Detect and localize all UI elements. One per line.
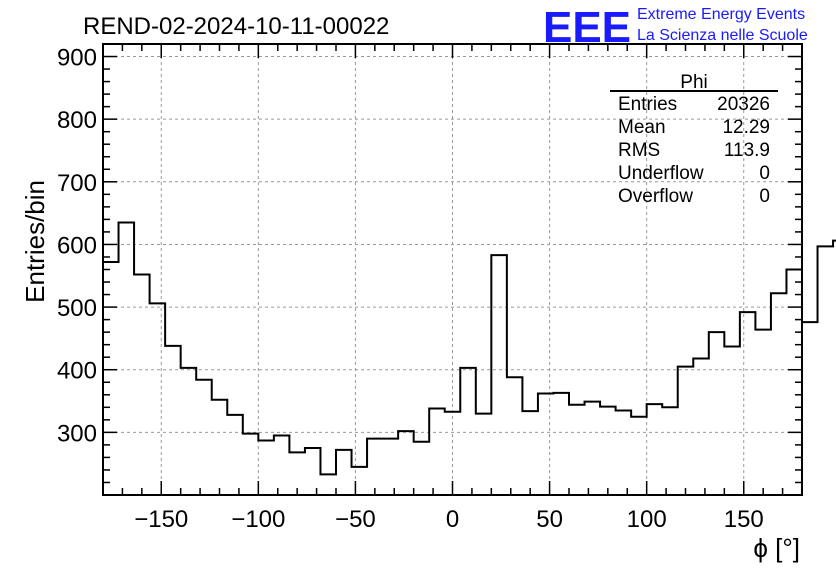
logo-line-1: Extreme Energy Events xyxy=(637,6,805,23)
x-tick-label: 0 xyxy=(446,506,459,533)
histogram-series xyxy=(102,221,836,495)
stats-row-value: 113.9 xyxy=(724,140,770,161)
stats-row-value: 12.29 xyxy=(722,117,770,138)
y-tick-label: 800 xyxy=(57,107,97,134)
y-tick-label: 400 xyxy=(57,358,97,385)
x-tick-label: −100 xyxy=(231,506,285,533)
y-axis-label: Entries/bin xyxy=(20,180,50,303)
x-tick-label: −50 xyxy=(335,506,376,533)
x-tick-label: 100 xyxy=(627,506,667,533)
y-tick-label: 700 xyxy=(57,170,97,197)
x-tick-label: 50 xyxy=(536,506,563,533)
x-tick-label: 150 xyxy=(724,506,764,533)
x-axis-label: ϕ [°] xyxy=(753,533,800,563)
y-tick-labels: 300 400 500 600 700 800 900 xyxy=(57,45,97,448)
eee-logo: EEE Extreme Energy Events La Scienza nel… xyxy=(543,3,808,52)
stats-row-value: 20326 xyxy=(717,94,770,115)
stats-row-label: Entries xyxy=(618,94,677,115)
y-tick-label: 600 xyxy=(57,232,97,259)
x-tick-labels: −150 −100 −50 0 50 100 150 xyxy=(134,506,764,533)
chart-title: REND-02-2024-10-11-00022 xyxy=(83,13,389,40)
stats-box: Phi Entries 20326 Mean 12.29 RMS 113.9 Underfl… xyxy=(610,72,778,207)
axis-ticks xyxy=(102,43,803,495)
y-tick-label: 900 xyxy=(57,45,97,72)
logo-line-2: La Scienza nelle Scuole xyxy=(637,27,808,44)
y-tick-label: 300 xyxy=(57,420,97,447)
y-tick-label: 500 xyxy=(57,295,97,322)
x-tick-label: −150 xyxy=(134,506,188,533)
stats-row-value: 0 xyxy=(759,163,770,184)
stats-row-label: Overflow xyxy=(618,186,693,207)
stats-row-label: RMS xyxy=(618,140,660,161)
stats-row-label: Underflow xyxy=(618,163,704,184)
stats-row-value: 0 xyxy=(759,186,770,207)
stats-title: Phi xyxy=(680,72,707,93)
grid-lines xyxy=(103,44,802,495)
stats-row-label: Mean xyxy=(618,117,666,138)
